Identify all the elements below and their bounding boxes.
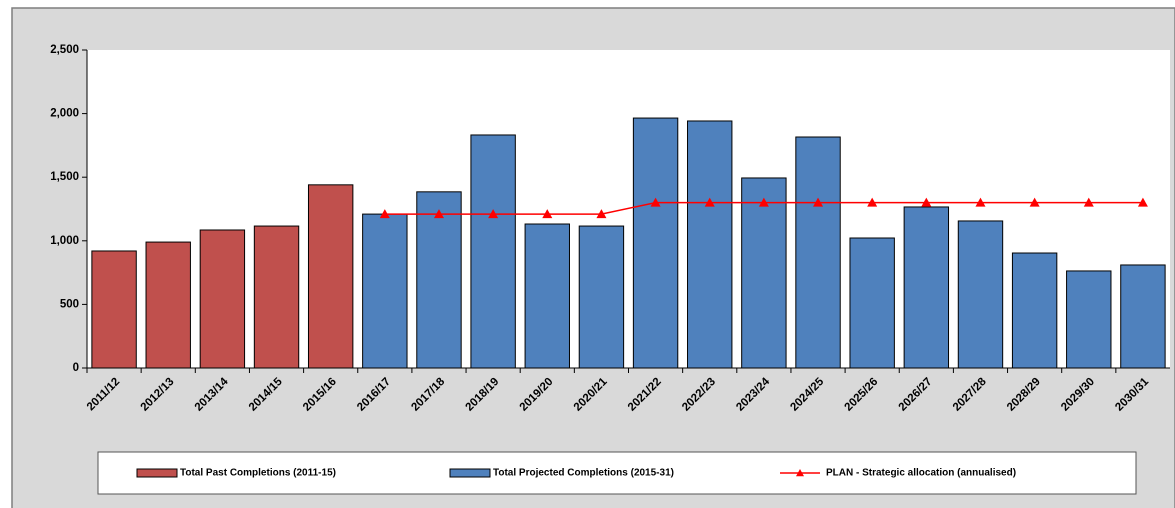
plan-marker	[813, 197, 824, 207]
bar	[253, 225, 300, 369]
plan-marker	[542, 209, 553, 219]
bar	[199, 229, 246, 369]
bar	[741, 177, 787, 369]
bar	[1011, 252, 1058, 369]
bar	[91, 250, 137, 369]
plan-marker	[650, 197, 661, 207]
legend-swatch	[796, 469, 804, 477]
y-tick-label: 0	[73, 362, 79, 374]
legend-box	[97, 451, 1137, 495]
bar	[524, 223, 570, 369]
plan-marker	[1083, 197, 1094, 207]
bar	[307, 184, 354, 369]
bar	[957, 220, 1004, 369]
bar	[632, 117, 679, 369]
y-tick-label: 2,000	[50, 108, 79, 120]
y-tick-label: 1,500	[50, 171, 79, 183]
legend-swatch	[136, 468, 178, 478]
legend: Total Past Completions (2011-15) Total Pr…	[136, 468, 1016, 479]
bar	[1120, 264, 1166, 369]
y-tick-label: 2,500	[50, 44, 79, 56]
plan-marker	[867, 197, 878, 207]
bar	[903, 206, 950, 369]
legend-label: Total Past Completions (2011-15)	[180, 468, 336, 479]
y-tick-label: 500	[60, 298, 79, 310]
bar	[795, 136, 841, 369]
bar	[849, 237, 895, 369]
legend-label: PLAN - Strategic allocation (annualised)	[826, 468, 1016, 479]
bar	[145, 241, 191, 369]
y-tick-label: 1,000	[50, 235, 79, 247]
legend-swatch	[449, 468, 491, 478]
plan-marker	[596, 209, 607, 219]
plan-marker	[921, 197, 932, 207]
plan-marker	[1137, 197, 1148, 207]
bar	[687, 120, 733, 369]
plan-marker	[433, 209, 444, 219]
plan-marker	[1029, 197, 1040, 207]
plan-marker	[975, 197, 986, 207]
bar	[1066, 270, 1112, 369]
plan-marker	[758, 197, 769, 207]
bar	[470, 134, 516, 369]
bar	[416, 191, 462, 369]
legend-label: Total Projected Completions (2015-31)	[493, 468, 674, 479]
bar	[362, 213, 408, 369]
bar	[578, 225, 625, 369]
plan-marker	[379, 209, 390, 219]
plan-marker	[704, 197, 715, 207]
plan-marker	[488, 209, 499, 219]
